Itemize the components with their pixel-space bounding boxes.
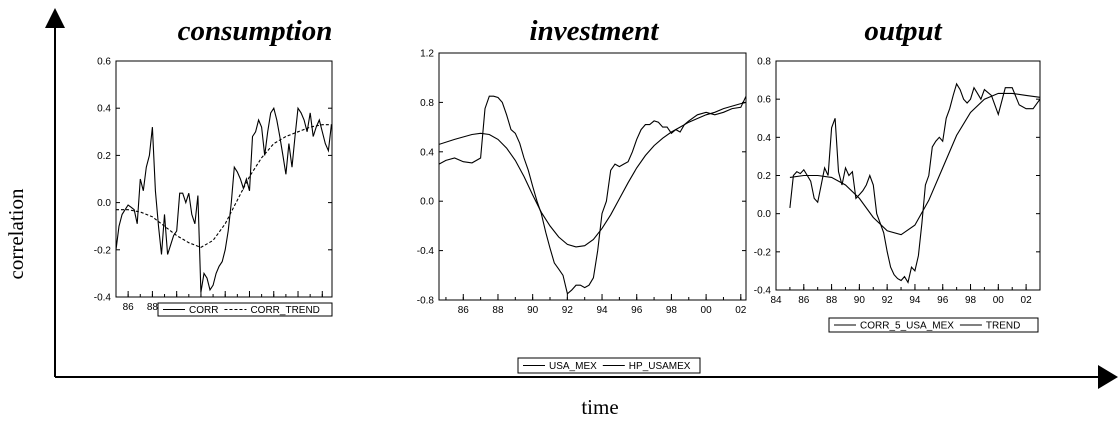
y-tick-label: 0.4 [97,104,111,115]
y-tick-label: 0.8 [420,98,434,109]
figure-y-arrow-head [45,8,65,28]
series-line-corr-5-usa-mex [789,82,1040,284]
x-tick-label: 86 [798,295,810,306]
x-tick-label: 92 [562,305,574,316]
figure-x-label: time [581,395,618,419]
figure-y-label: correlation [4,188,28,279]
panel-investment: investment -0.8 -0.4 0.0 0.4 0.8 1.2 86 88 90 92 94… [417,15,747,374]
y-tick-label: -0.4 [417,246,435,257]
y-tick-label: 0.0 [757,209,771,220]
series-line-corr [116,106,332,293]
y-tick-label: -0.2 [94,245,112,256]
series-line-corr-trend [116,124,332,249]
y-tick-label: -0.4 [94,293,112,304]
panel-output: output -0.4 -0.2 0.0 0.2 0.4 0.6 0.8 84 86 88 90 92 9… [754,15,1041,333]
legend-box [828,317,1039,333]
chart-title: output [864,15,942,47]
panel-consumption: consumption-0.4-0.20.00.20.40.6868890929… [94,15,333,317]
y-tick-label: -0.8 [417,296,435,307]
plot-frame [438,52,747,301]
figure-x-arrow-head [1098,365,1118,389]
x-tick-label: 94 [596,305,608,316]
y-tick-label: -0.4 [754,286,772,297]
x-tick-label: 02 [735,305,747,316]
legend-label: HP_USAMEX [629,361,691,372]
legend-label: USA_MEX [549,361,597,372]
legend-label: TREND [986,321,1020,332]
x-tick-label: 96 [937,295,949,306]
x-tick-label: 88 [826,295,838,306]
legend-label: CORR_5_USA_MEX [860,321,954,332]
chart-title: investment [530,15,660,47]
figure-axes [45,8,1118,389]
y-tick-label: 0.4 [757,133,771,144]
x-tick-label: 98 [666,305,678,316]
x-tick-label: 90 [854,295,866,306]
x-tick-label: 92 [882,295,894,306]
x-tick-label: 88 [147,302,159,313]
x-tick-label: 90 [527,305,539,316]
x-tick-label: 84 [770,295,782,306]
y-tick-label: 1.2 [420,49,434,60]
chart-title: consumption [178,15,333,47]
series-line-trend [789,92,1040,236]
series-line-usa-mex [439,95,746,295]
x-tick-label: 86 [458,305,470,316]
series-line-hp-usamex [439,101,746,248]
y-tick-label: 0.0 [97,198,111,209]
y-tick-label: 0.4 [420,147,434,158]
x-tick-label: 86 [123,302,135,313]
x-tick-label: 02 [1021,295,1033,306]
x-tick-label: 94 [909,295,921,306]
y-tick-label: 0.2 [97,151,111,162]
x-tick-label: 88 [492,305,504,316]
plot-frame [115,60,333,298]
y-tick-label: 0.6 [757,95,771,106]
y-tick-label: 0.0 [420,197,434,208]
legend-label: CORR_TREND [250,305,319,316]
x-tick-label: 00 [993,295,1005,306]
y-tick-label: -0.2 [754,247,772,258]
x-tick-label: 00 [701,305,713,316]
x-tick-label: 96 [631,305,643,316]
legend-label: CORR [189,305,218,316]
y-tick-label: 0.8 [757,57,771,68]
x-tick-label: 98 [965,295,977,306]
y-tick-label: 0.6 [97,57,111,68]
y-tick-label: 0.2 [757,171,771,182]
